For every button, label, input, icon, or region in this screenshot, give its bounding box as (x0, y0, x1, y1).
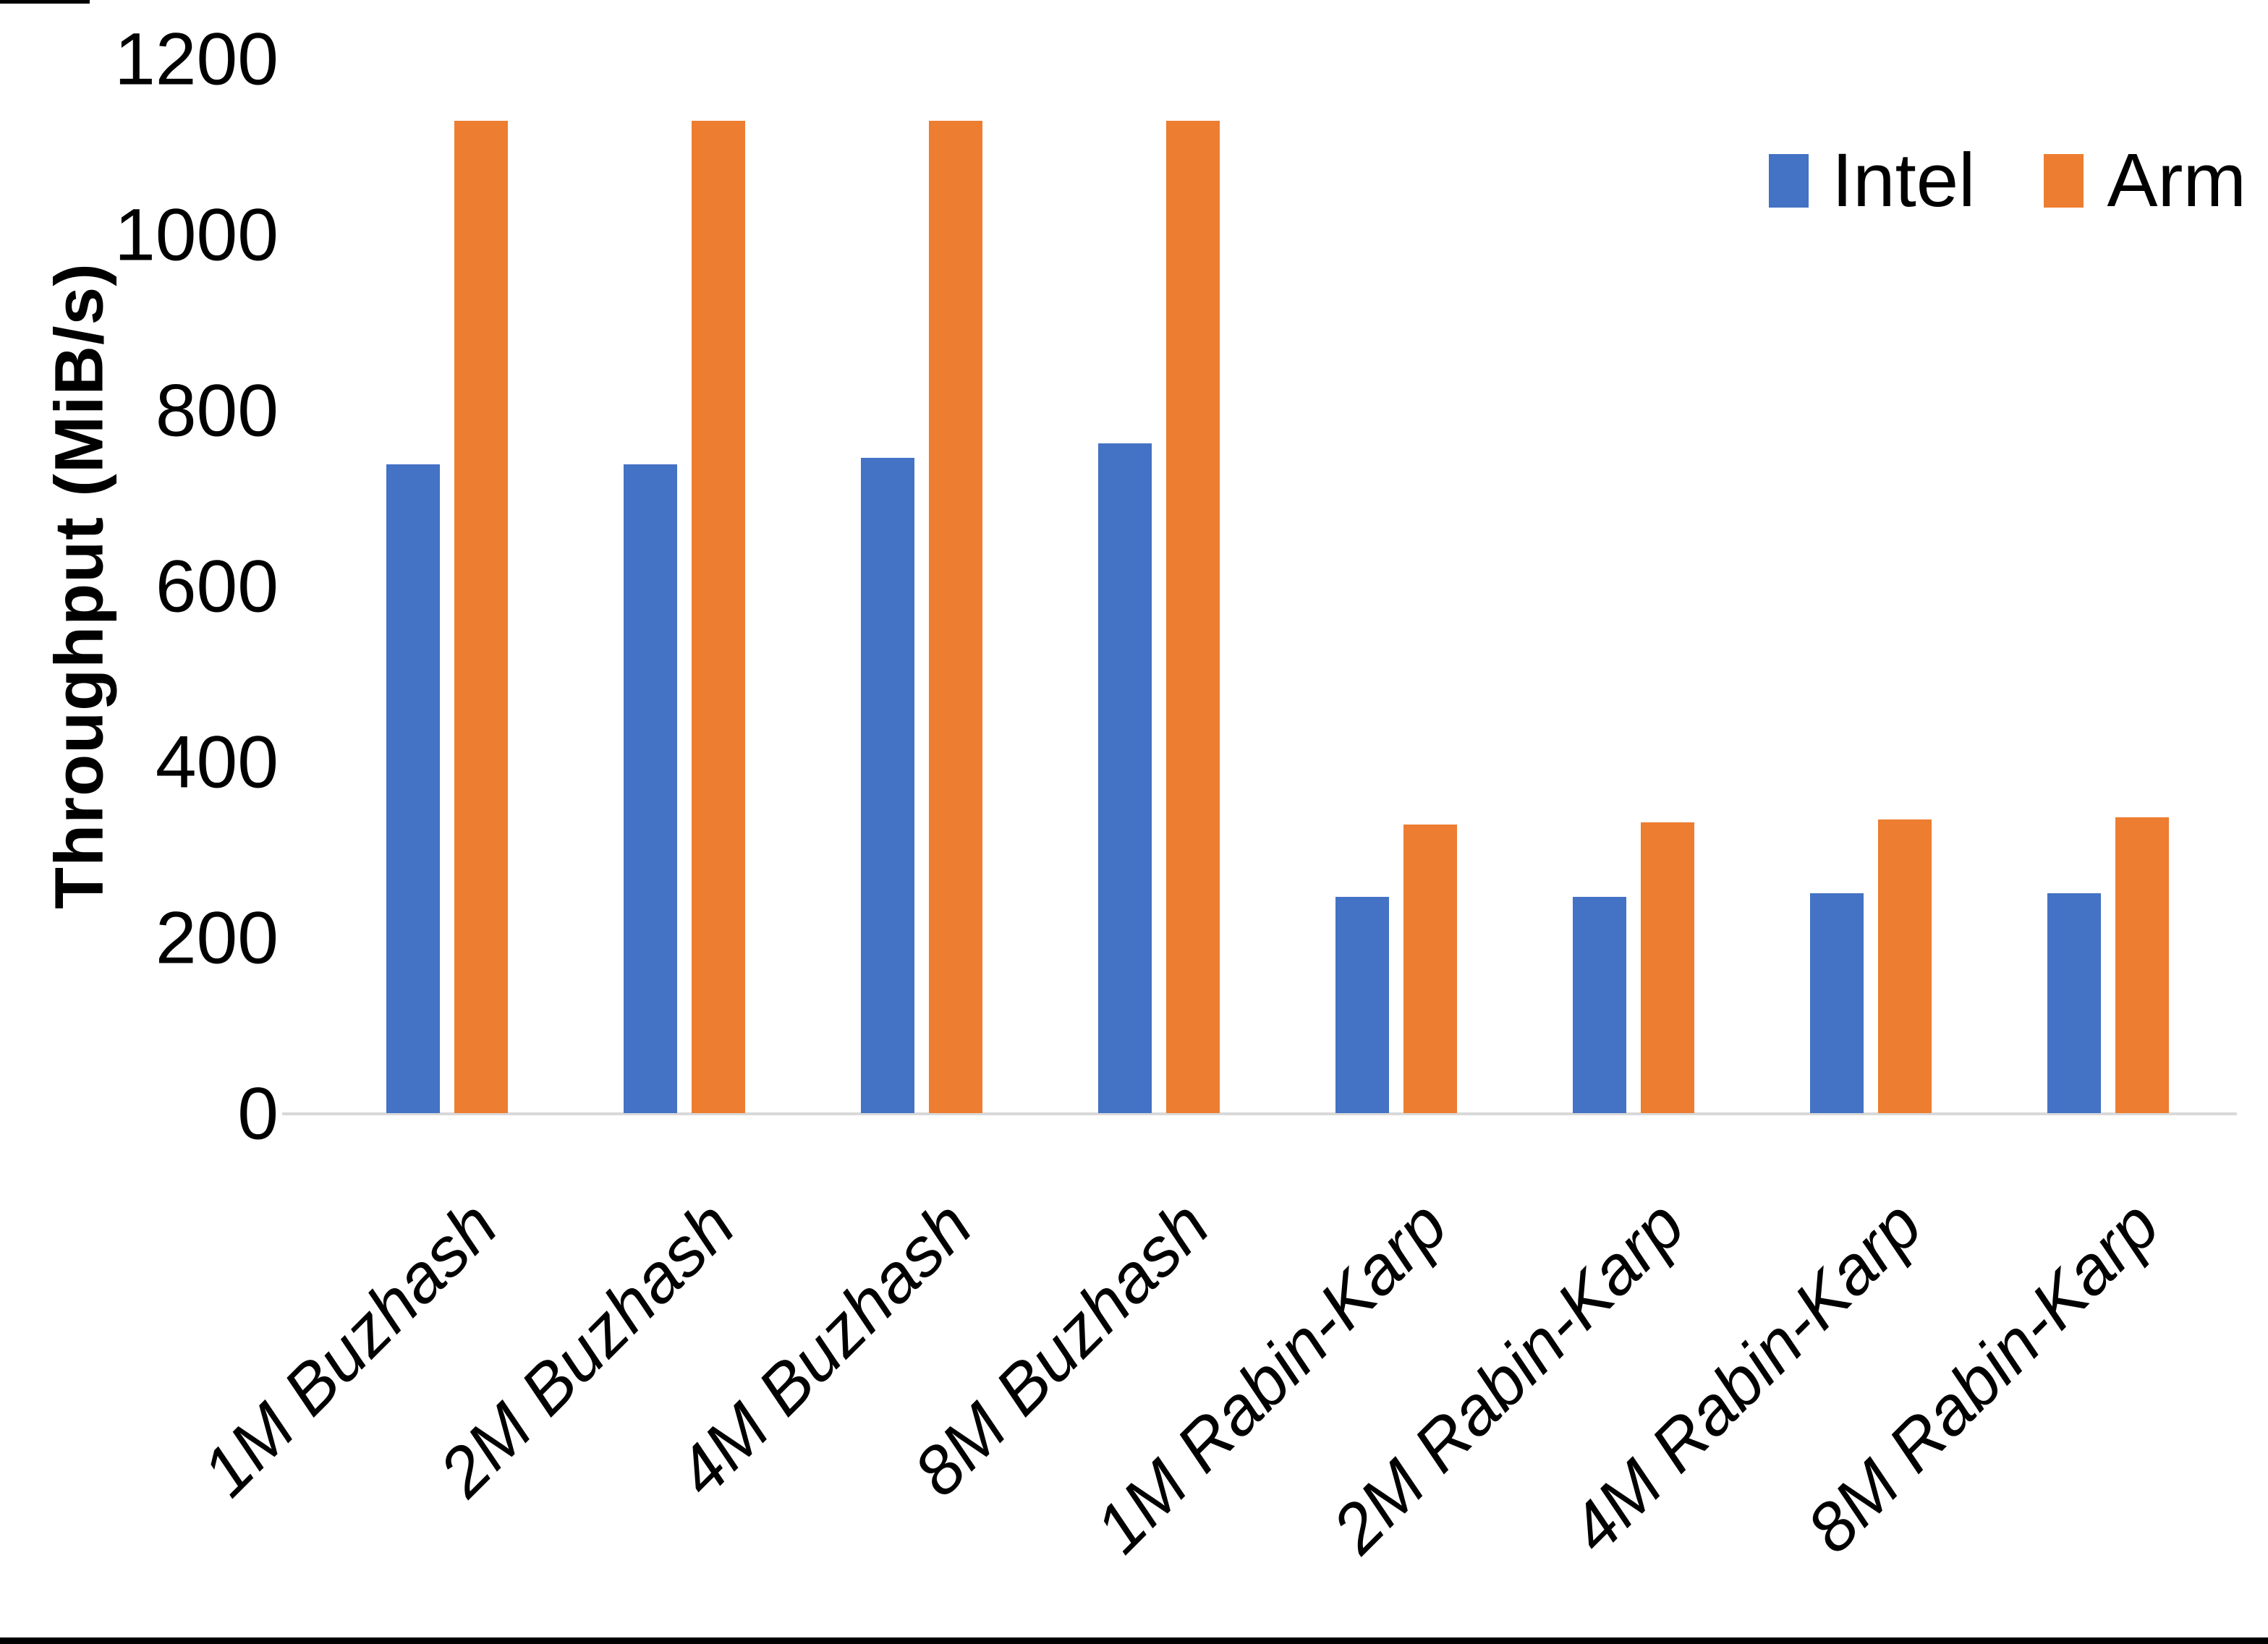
legend-swatch-arm (2044, 154, 2084, 208)
legend-label-intel: Intel (1832, 138, 1976, 223)
legend: Intel Arm (1769, 137, 2246, 224)
bar-intel-4 (1097, 443, 1152, 1113)
y-axis-tick-label: 600 (155, 545, 279, 628)
bar-intel-8 (2047, 893, 2101, 1113)
bottom-frame-line (0, 1637, 2268, 1644)
bar-arm-1 (454, 121, 508, 1113)
bar-arm-2 (691, 121, 745, 1113)
bar-intel-6 (1572, 897, 1626, 1113)
bar-intel-7 (1809, 893, 1864, 1113)
bar-arm-7 (1877, 819, 1932, 1113)
legend-item-arm: Arm (2044, 137, 2246, 224)
bar-arm-5 (1403, 825, 1457, 1113)
top-edge-artifact (0, 0, 90, 4)
y-axis-title: Throughput (MiB/s) (41, 263, 118, 909)
y-axis-tick-label: 0 (237, 1072, 279, 1155)
legend-label-arm: Arm (2107, 138, 2246, 223)
bar-arm-3 (928, 121, 982, 1113)
y-axis-tick-label: 200 (155, 896, 279, 979)
bar-intel-5 (1335, 897, 1389, 1113)
bar-intel-1 (386, 464, 440, 1113)
x-axis-line (282, 1112, 2237, 1115)
bar-arm-8 (2115, 817, 2169, 1113)
y-axis-tick-label: 800 (155, 369, 279, 452)
y-axis-tick-label: 1200 (114, 17, 279, 101)
y-axis-tick-label: 1000 (114, 193, 279, 276)
legend-swatch-intel (1769, 154, 1809, 208)
bar-intel-3 (860, 458, 914, 1113)
bar-arm-4 (1165, 121, 1220, 1113)
bar-intel-2 (623, 464, 677, 1113)
bar-arm-6 (1640, 822, 1694, 1113)
legend-item-intel: Intel (1769, 137, 1975, 224)
y-axis-tick-label: 400 (155, 720, 279, 804)
